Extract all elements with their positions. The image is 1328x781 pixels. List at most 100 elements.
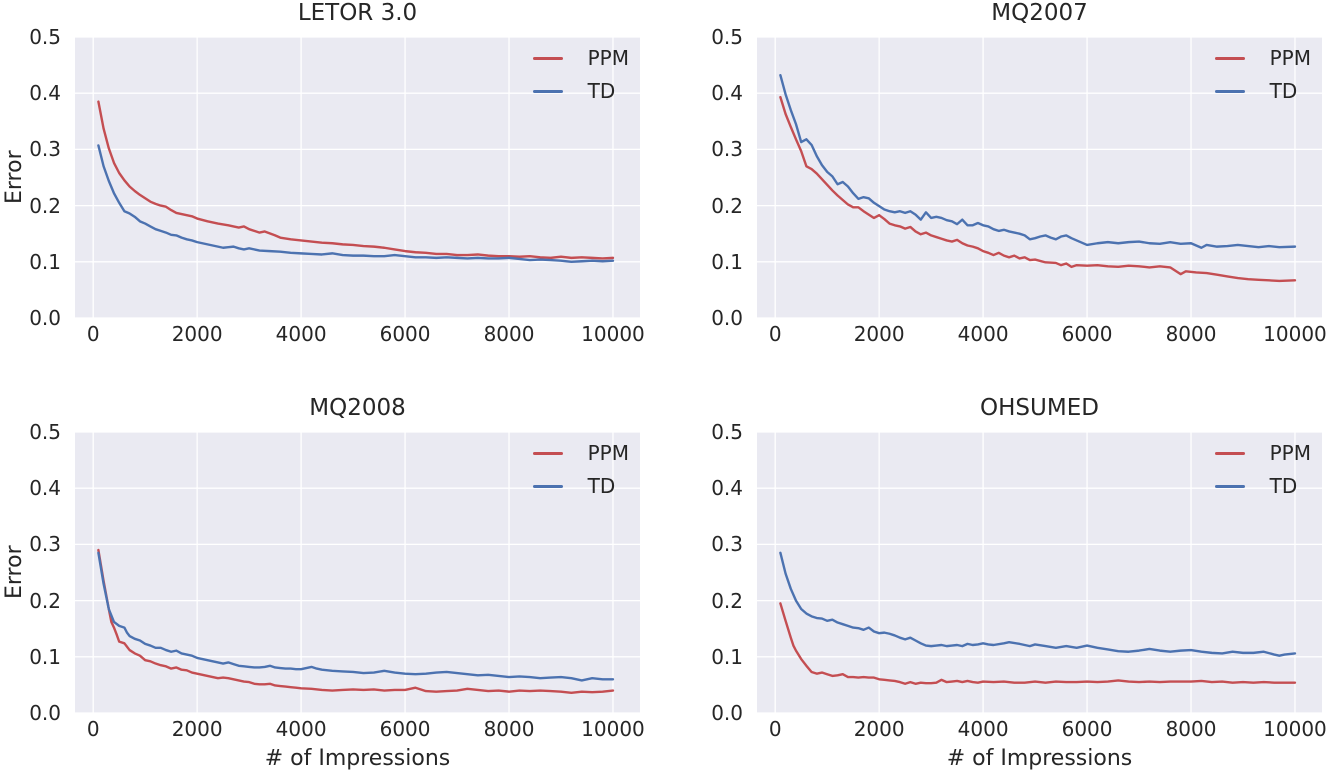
legend-item-ppm: PPM (1214, 441, 1311, 465)
x-tick-label: 0 (768, 322, 782, 346)
y-tick-label: 0.2 (711, 193, 743, 218)
legend-label-ppm: PPM (587, 441, 629, 465)
legend-item-td: TD (532, 474, 629, 498)
y-tick-label: 0.2 (711, 588, 743, 613)
y-tick-label: 0.0 (711, 701, 743, 725)
x-tick-labels: 0 2000 4000 6000 8000 10000 (75, 716, 645, 742)
x-tick-label: 2000 (171, 322, 223, 346)
y-tick-label: 0.4 (29, 476, 61, 501)
legend-item-ppm: PPM (532, 46, 629, 70)
line-chart (757, 432, 1322, 713)
legend: PPM TD (532, 441, 629, 507)
x-tick-label: 4000 (957, 322, 1009, 346)
legend-label-td: TD (587, 79, 616, 103)
plot-area: PPM TD (75, 37, 640, 318)
legend-label-ppm: PPM (1269, 441, 1311, 465)
x-axis-label: # of Impressions (264, 746, 451, 771)
x-tick-label: 8000 (483, 717, 535, 741)
y-tick-label: 0.2 (29, 193, 61, 218)
x-tick-label: 8000 (1165, 322, 1217, 346)
x-tick-label: 0 (86, 717, 100, 741)
x-tick-label: 6000 (1061, 717, 1113, 741)
y-tick-label: 0.5 (29, 25, 61, 49)
y-tick-label: 0.5 (29, 420, 61, 444)
subplot-mq2007: MQ2007 PPM TD 0.0 0.1 0.2 0.3 0.4 0.5 0 2000 40… (682, 0, 1328, 386)
legend-label-td: TD (1269, 79, 1298, 103)
legend: PPM TD (1214, 441, 1311, 507)
y-tick-label: 0.4 (29, 81, 61, 106)
legend-item-ppm: PPM (532, 441, 629, 465)
y-tick-label: 0.5 (711, 25, 743, 49)
td-line-swatch (532, 89, 563, 93)
legend-label-ppm: PPM (587, 46, 629, 70)
line-chart (75, 432, 640, 713)
y-tick-label: 0.4 (711, 476, 743, 501)
legend: PPM TD (532, 46, 629, 112)
legend: PPM TD (1214, 46, 1311, 112)
y-tick-label: 0.1 (29, 644, 61, 669)
chart-title: OHSUMED (980, 395, 1099, 421)
x-tick-labels: 0 2000 4000 6000 8000 10000 (757, 321, 1327, 347)
chart-title: LETOR 3.0 (297, 0, 418, 26)
y-tick-labels: 0.0 0.1 0.2 0.3 0.4 0.5 (0, 25, 68, 330)
y-tick-label: 0.0 (29, 306, 61, 330)
subplot-ohsumed: OHSUMED PPM TD 0.0 0.1 0.2 0.3 0.4 0.5 0 2000 4… (682, 395, 1328, 781)
plot-area: PPM TD (757, 432, 1322, 713)
legend-item-td: TD (532, 79, 629, 103)
y-tick-label: 0.5 (711, 420, 743, 444)
ppm-line-swatch (532, 56, 563, 60)
x-tick-label: 10000 (1263, 322, 1327, 346)
x-tick-label: 4000 (275, 322, 327, 346)
y-tick-labels: 0.0 0.1 0.2 0.3 0.4 0.5 (0, 420, 68, 725)
y-tick-label: 0.3 (29, 532, 61, 557)
subplot-letor-3-0: LETOR 3.0 Error PPM TD 0.0 0.1 0.2 0.3 0.4 0.… (0, 0, 660, 386)
legend-item-td: TD (1214, 79, 1311, 103)
y-tick-label: 0.1 (711, 249, 743, 274)
y-tick-label: 0.0 (29, 701, 61, 725)
y-tick-labels: 0.0 0.1 0.2 0.3 0.4 0.5 (682, 420, 750, 725)
y-tick-label: 0.2 (29, 588, 61, 613)
chart-title: MQ2007 (991, 0, 1088, 26)
x-tick-label: 6000 (1061, 322, 1113, 346)
line-chart (75, 37, 640, 318)
legend-label-ppm: PPM (1269, 46, 1311, 70)
y-tick-label: 0.3 (29, 137, 61, 162)
x-axis-label: # of Impressions (946, 746, 1133, 771)
y-tick-label: 0.1 (29, 249, 61, 274)
x-tick-label: 4000 (275, 717, 327, 741)
legend-label-td: TD (587, 474, 616, 498)
x-tick-labels: 0 2000 4000 6000 8000 10000 (757, 716, 1327, 742)
y-tick-label: 0.1 (711, 644, 743, 669)
chart-title: MQ2008 (309, 395, 406, 421)
y-tick-labels: 0.0 0.1 0.2 0.3 0.4 0.5 (682, 25, 750, 330)
legend-item-td: TD (1214, 474, 1311, 498)
x-tick-label: 10000 (581, 322, 645, 346)
x-tick-label: 0 (86, 322, 100, 346)
x-tick-label: 8000 (1165, 717, 1217, 741)
plot-area: PPM TD (75, 432, 640, 713)
subplot-mq2008: MQ2008 Error PPM TD 0.0 0.1 0.2 0.3 0.4 0.5 0… (0, 395, 660, 781)
td-line-swatch (1214, 89, 1245, 93)
legend-item-ppm: PPM (1214, 46, 1311, 70)
y-tick-label: 0.3 (711, 137, 743, 162)
x-tick-label: 10000 (581, 717, 645, 741)
legend-label-td: TD (1269, 474, 1298, 498)
x-tick-label: 8000 (483, 322, 535, 346)
td-line-swatch (532, 484, 563, 488)
ppm-line-swatch (1214, 451, 1245, 455)
x-tick-label: 4000 (957, 717, 1009, 741)
x-tick-label: 6000 (379, 322, 431, 346)
x-tick-label: 0 (768, 717, 782, 741)
x-tick-label: 2000 (853, 322, 905, 346)
y-tick-label: 0.0 (711, 306, 743, 330)
ppm-line-swatch (532, 451, 563, 455)
x-tick-label: 2000 (853, 717, 905, 741)
x-tick-label: 10000 (1263, 717, 1327, 741)
x-tick-labels: 0 2000 4000 6000 8000 10000 (75, 321, 645, 347)
ppm-line-swatch (1214, 56, 1245, 60)
plot-area: PPM TD (757, 37, 1322, 318)
line-chart (757, 37, 1322, 318)
y-tick-label: 0.4 (711, 81, 743, 106)
y-tick-label: 0.3 (711, 532, 743, 557)
